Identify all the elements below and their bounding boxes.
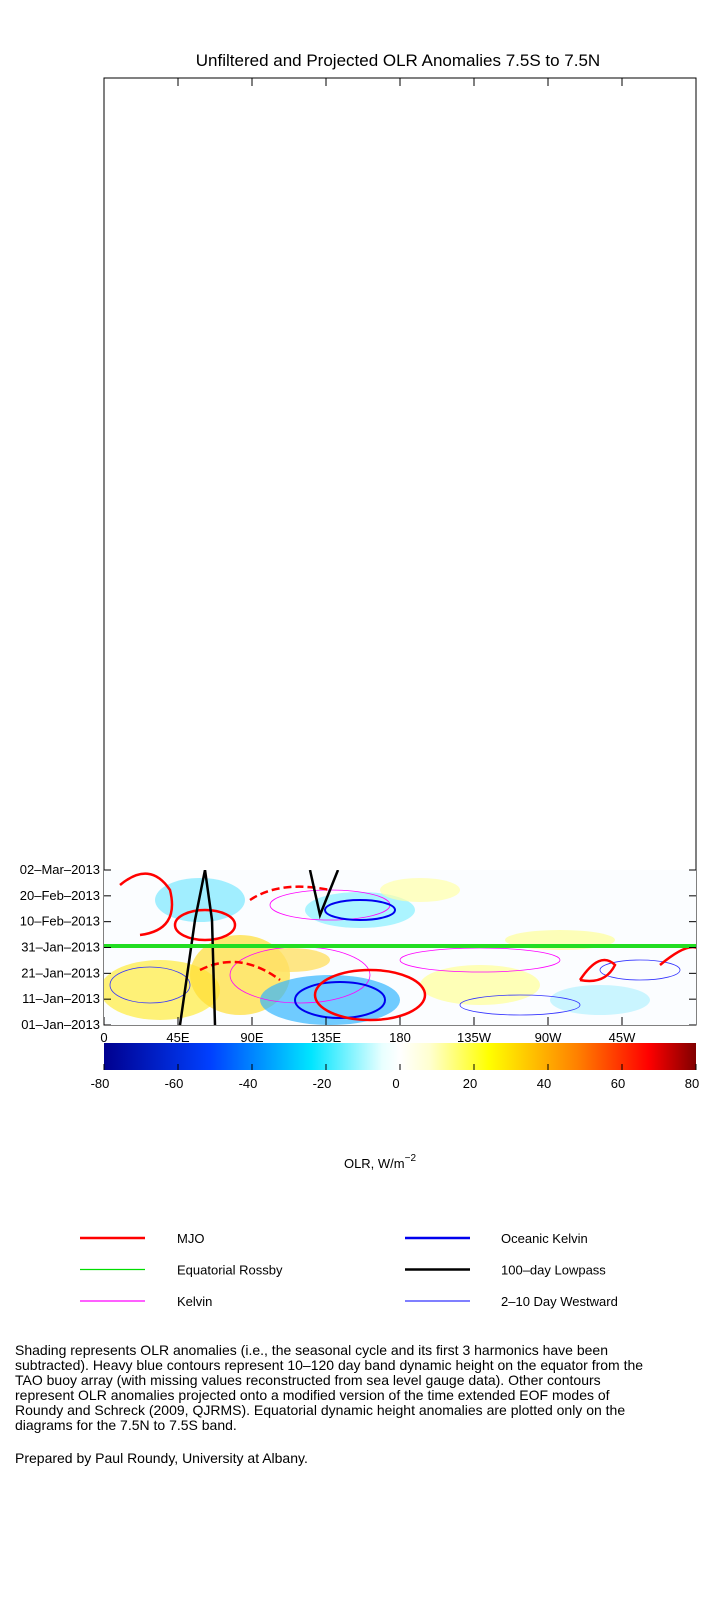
legend-label: Kelvin (177, 1294, 212, 1309)
x-tick-label: 90W (535, 1030, 562, 1045)
legend-label: Equatorial Rossby (177, 1263, 283, 1278)
legend-label: Oceanic Kelvin (501, 1231, 588, 1246)
credit: Prepared by Paul Roundy, University at A… (15, 1450, 308, 1466)
caption-line: Roundy and Schreck (2009, QJRMS). Equato… (15, 1402, 625, 1418)
colorbar-tick-label: 60 (611, 1076, 625, 1091)
colorbar-tick-label: 40 (537, 1076, 551, 1091)
x-tick-label: 0 (100, 1030, 107, 1045)
caption-line: Shading represents OLR anomalies (i.e., … (15, 1342, 608, 1358)
colorbar-tick-label: -20 (313, 1076, 332, 1091)
y-tick-label: 10–Feb–2013 (20, 914, 100, 929)
caption-line: diagrams for the 7.5N to 7.5S band. (15, 1417, 237, 1433)
legend-label: 2–10 Day Westward (501, 1294, 618, 1309)
colorbar-tick-label: 0 (392, 1076, 399, 1091)
colorbar-tick-label: -80 (91, 1076, 110, 1091)
chart-title: Unfiltered and Projected OLR Anomalies 7… (196, 51, 600, 70)
caption: Shading represents OLR anomalies (i.e., … (15, 1342, 643, 1433)
caption-line: subtracted). Heavy blue contours represe… (15, 1357, 643, 1373)
colorbar-tick-label: 20 (463, 1076, 477, 1091)
caption-line: represent OLR anomalies projected onto a… (15, 1387, 610, 1403)
colorbar-label: OLR, W/m−2 (344, 1153, 417, 1171)
x-tick-label: 90E (240, 1030, 263, 1045)
colorbar-tick-label: -40 (239, 1076, 258, 1091)
y-tick-label: 31–Jan–2013 (21, 940, 100, 955)
x-tick-label: 135W (457, 1030, 492, 1045)
legend-label: MJO (177, 1231, 204, 1246)
y-tick-label: 02–Mar–2013 (20, 862, 100, 877)
caption-line: TAO buoy array (with missing values reco… (15, 1372, 601, 1388)
legend: MJO Equatorial Rossby Kelvin Oceanic Kelvin… (80, 1231, 618, 1309)
hovmoller-field (104, 870, 696, 1025)
x-tick-label: 45E (166, 1030, 189, 1045)
legend-label: 100–day Lowpass (501, 1263, 606, 1278)
x-tick-label: 180 (389, 1030, 411, 1045)
y-tick-label: 21–Jan–2013 (21, 965, 100, 980)
colorbar-tick-label: 80 (685, 1076, 699, 1091)
y-tick-label: 20–Feb–2013 (20, 888, 100, 903)
y-tick-label: 01–Jan–2013 (21, 1017, 100, 1032)
y-tick-label: 11–Jan–2013 (22, 991, 100, 1006)
x-tick-label: 135E (311, 1030, 342, 1045)
colorbar-tick-label: -60 (165, 1076, 184, 1091)
x-tick-label: 45W (609, 1030, 636, 1045)
